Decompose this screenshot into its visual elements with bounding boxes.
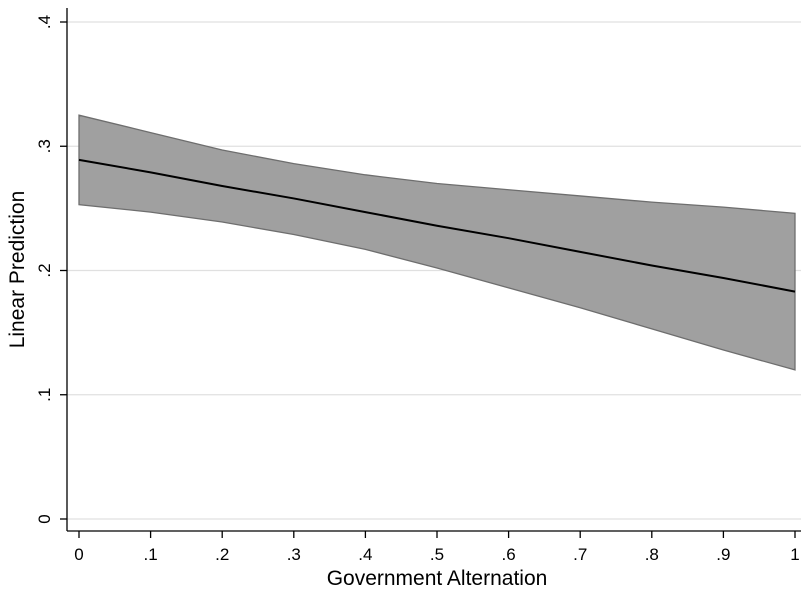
y-tick-label: 0 — [35, 514, 54, 523]
y-axis-title: Linear Prediction — [6, 191, 29, 349]
y-tick-label: .2 — [35, 263, 54, 277]
x-tick-label: .7 — [573, 545, 587, 564]
x-tick-label: .8 — [645, 545, 659, 564]
y-tick-label: .1 — [35, 388, 54, 402]
confidence-band — [78, 114, 796, 371]
x-tick-label: 1 — [790, 545, 799, 564]
x-tick-label: .4 — [358, 545, 372, 564]
confidence-band-group — [78, 114, 796, 371]
axes — [66, 8, 801, 532]
y-tick-label: .4 — [35, 15, 54, 29]
prediction-line-group — [78, 158, 796, 293]
y-tick-label: .3 — [35, 139, 54, 153]
x-axis-title: Government Alternation — [327, 567, 548, 590]
x-tick-label: .1 — [144, 545, 158, 564]
x-tick-label: .6 — [502, 545, 516, 564]
x-tick-label: .9 — [716, 545, 730, 564]
y-axis-ticks: 0 .1 .2 .3 .4 — [35, 15, 67, 524]
prediction-line — [78, 158, 796, 293]
x-tick-label: .5 — [430, 545, 444, 564]
x-tick-label: .2 — [215, 545, 229, 564]
x-axis-ticks: 0 .1 .2 .3 .4 .5 .6 .7 .8 .9 1 — [74, 531, 800, 564]
x-tick-label: 0 — [74, 545, 83, 564]
x-tick-label: .3 — [287, 545, 301, 564]
